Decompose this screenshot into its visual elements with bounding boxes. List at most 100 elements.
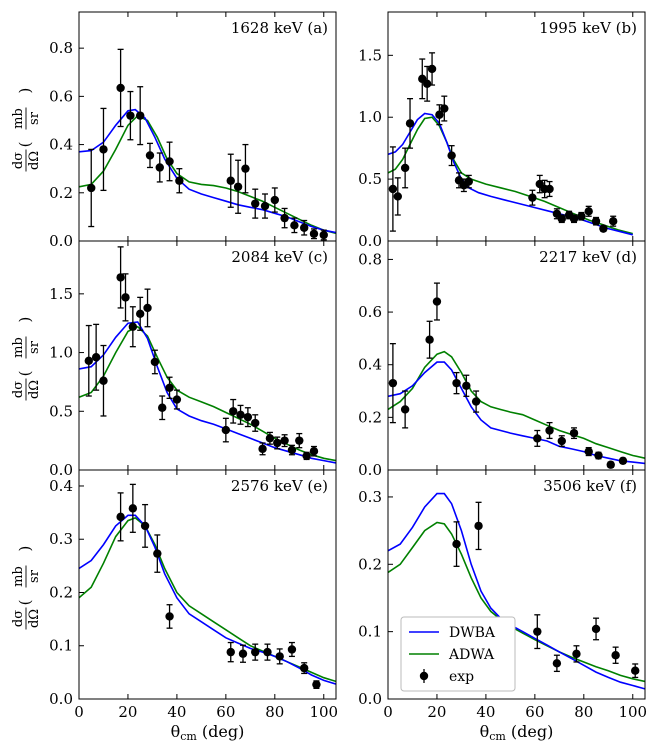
exp-marker — [447, 151, 456, 160]
exp-marker — [388, 378, 398, 388]
exp-marker — [309, 447, 319, 456]
exp-marker — [290, 221, 299, 230]
exp-marker — [435, 110, 444, 119]
exp-marker — [432, 297, 442, 306]
legend-label: DWBA — [449, 625, 496, 641]
exp-point — [126, 90, 135, 141]
ytick-label: 0.4 — [49, 477, 73, 495]
exp-marker — [226, 647, 235, 657]
exp-marker — [425, 335, 434, 344]
ytick-label: 0.2 — [49, 583, 73, 601]
exp-point — [471, 390, 481, 413]
ylabel: () dσ dΩ mb sr — [11, 546, 42, 630]
exp-marker — [229, 407, 238, 416]
exp-point — [631, 663, 640, 679]
exp-marker — [569, 428, 579, 438]
exp-point — [226, 153, 235, 208]
exp-marker — [116, 273, 125, 282]
ylabel-paren: ( — [16, 600, 34, 606]
exp-marker — [299, 223, 309, 232]
exp-point — [175, 168, 184, 194]
exp-point — [611, 646, 620, 664]
exp-point — [295, 432, 304, 449]
xtick-label: 0 — [383, 703, 393, 721]
exp-point — [388, 343, 398, 424]
xlabel: θcm (deg) — [171, 722, 245, 743]
exp-point — [440, 95, 449, 122]
xtick-label: 40 — [167, 703, 186, 721]
exp-marker — [221, 425, 231, 435]
exp-marker — [84, 356, 93, 365]
exp-point — [447, 145, 456, 167]
exp-marker — [557, 214, 566, 223]
exp-point — [552, 208, 562, 220]
panel-e: 0.0 0.1 0.2 0.3 0.4 0 20 40 60 80 100 2576 keV (e) (… — [11, 469, 338, 743]
exp-point — [606, 460, 615, 469]
exp-point — [618, 456, 628, 465]
exp-point — [165, 604, 174, 629]
exp-marker — [584, 207, 593, 216]
ytick-label: 0.5 — [358, 170, 382, 188]
exp-marker — [165, 157, 174, 166]
exp-marker — [464, 177, 473, 186]
exp-point — [427, 52, 437, 86]
ylabel-den: dΩ — [27, 151, 42, 170]
panel-b: 0.0 0.5 1.0 1.5 1995 keV (b) — [358, 11, 646, 250]
exp-point — [280, 207, 289, 229]
exp-point — [569, 214, 579, 224]
ytick-label: 0.1 — [358, 623, 382, 641]
ylabel-num: dσ — [11, 152, 26, 169]
exp-marker — [155, 163, 164, 172]
panel-label: 1628 keV (a) — [231, 19, 328, 37]
exp-marker — [608, 216, 618, 226]
exp-point — [135, 296, 145, 331]
exp-marker — [126, 111, 135, 120]
exp-marker — [611, 651, 620, 660]
ytick-label: 1.0 — [49, 344, 73, 362]
exp-marker — [452, 378, 461, 388]
panel-label: 3506 keV (f) — [543, 477, 637, 495]
exp-point — [528, 189, 537, 206]
exp-point — [557, 214, 566, 224]
exp-point — [309, 228, 319, 240]
exp-marker — [280, 213, 289, 223]
exp-point — [236, 404, 245, 425]
ytick-label: 0.2 — [358, 555, 382, 573]
exp-point — [287, 641, 297, 658]
exp-marker — [270, 195, 280, 205]
exp-point — [155, 152, 164, 183]
exp-point — [393, 177, 402, 216]
ytick-label: 0.0 — [49, 232, 73, 250]
exp-marker — [143, 303, 152, 313]
exp-point — [584, 205, 593, 217]
exp-point — [116, 492, 125, 542]
xtick-label: 60 — [216, 703, 235, 721]
exp-point — [150, 349, 160, 375]
exp-point — [388, 146, 398, 232]
ytick-label: 0.8 — [49, 39, 73, 57]
exp-marker — [295, 436, 304, 445]
ytick-label: 0.0 — [358, 232, 382, 250]
exp-marker — [452, 539, 461, 549]
exp-marker — [233, 182, 243, 191]
exp-marker — [606, 460, 615, 469]
exp-marker — [99, 376, 108, 385]
exp-point — [591, 617, 601, 641]
exp-point — [552, 654, 562, 673]
exp-marker — [591, 216, 601, 226]
panel-d: 0.0 0.2 0.4 0.6 0.8 2217 keV (d) — [358, 240, 646, 479]
exp-point — [591, 216, 601, 226]
exp-point — [569, 427, 579, 440]
exp-point — [263, 643, 272, 661]
exp-point — [233, 159, 243, 214]
legend-box — [400, 616, 516, 692]
exp-marker — [533, 627, 542, 636]
xtick-label: 40 — [476, 703, 495, 721]
ytick-label: 0.0 — [358, 461, 382, 479]
ylabel-den: dΩ — [27, 609, 42, 628]
exp-point — [87, 148, 96, 228]
exp-point — [241, 143, 250, 194]
ylabel-paren: ( — [16, 371, 34, 377]
exp-marker — [528, 193, 537, 202]
exp-point — [557, 435, 566, 447]
